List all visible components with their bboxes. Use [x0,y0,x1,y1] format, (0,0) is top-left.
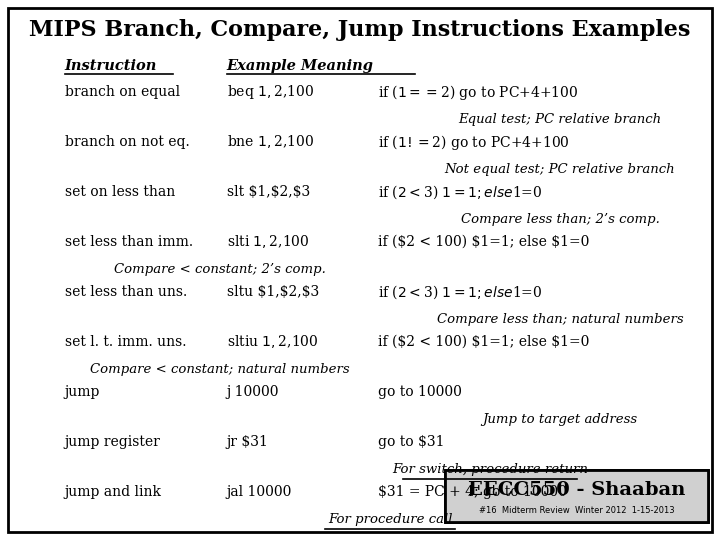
Text: Compare < constant; natural numbers: Compare < constant; natural numbers [90,363,350,376]
Text: For procedure call: For procedure call [328,514,452,526]
Text: EECC550 - Shaaban: EECC550 - Shaaban [468,481,685,499]
Text: Instruction: Instruction [65,59,157,73]
Text: jr $31: jr $31 [227,435,269,449]
Bar [445,470,708,522]
Text: go to 10000: go to 10000 [378,385,462,399]
Text: sltiu $1,$2,100: sltiu $1,$2,100 [227,334,318,350]
Text: if ($1!= $2) go to PC+4+100: if ($1!= $2) go to PC+4+100 [378,132,570,152]
Text: go to $31: go to $31 [378,435,444,449]
Text: jump and link: jump and link [65,485,162,499]
Text: Compare less than; natural numbers: Compare less than; natural numbers [437,314,683,327]
Text: set on less than: set on less than [65,185,175,199]
Text: branch on not eq.: branch on not eq. [65,135,189,149]
Text: For switch, procedure return: For switch, procedure return [392,463,588,476]
Text: jump: jump [65,385,100,399]
Bar [445,470,708,522]
Text: jump register: jump register [65,435,161,449]
Text: slt $1,$2,$3: slt $1,$2,$3 [227,185,310,199]
Text: if ($1 == $2) go to PC+4+100: if ($1 == $2) go to PC+4+100 [378,83,578,102]
Text: MIPS Branch, Compare, Jump Instructions Examples: MIPS Branch, Compare, Jump Instructions … [30,19,690,41]
Text: sltu $1,$2,$3: sltu $1,$2,$3 [227,285,319,299]
Text: Example Meaning: Example Meaning [227,59,374,73]
Text: $31 = PC + 4; go to 10000: $31 = PC + 4; go to 10000 [378,485,567,499]
Text: set l. t. imm. uns.: set l. t. imm. uns. [65,335,186,349]
Text: jal 10000: jal 10000 [227,485,292,499]
Text: if ($2 < $3) $1=1; else $1=0: if ($2 < $3) $1=1; else $1=0 [378,283,542,301]
Text: Compare < constant; 2’s comp.: Compare < constant; 2’s comp. [114,264,326,276]
Text: Equal test; PC relative branch: Equal test; PC relative branch [459,113,662,126]
Text: branch on equal: branch on equal [65,85,180,99]
Text: set less than imm.: set less than imm. [65,235,193,249]
Text: Jump to target address: Jump to target address [482,414,638,427]
Text: bne $1,$2,100: bne $1,$2,100 [227,133,314,151]
Text: beq $1,$2,100: beq $1,$2,100 [227,83,314,101]
Text: Compare less than; 2’s comp.: Compare less than; 2’s comp. [461,213,660,226]
Text: #16  Midterm Review  Winter 2012  1-15-2013: #16 Midterm Review Winter 2012 1-15-2013 [479,506,675,515]
Text: if ($2 < 100) $1=1; else $1=0: if ($2 < 100) $1=1; else $1=0 [378,335,590,349]
Bar [449,474,712,526]
Text: set less than uns.: set less than uns. [65,285,187,299]
Text: if ($2 < 100) $1=1; else $1=0: if ($2 < 100) $1=1; else $1=0 [378,235,590,249]
Text: j 10000: j 10000 [227,385,279,399]
Text: if ($2 < $3) $1=1; else $1=0: if ($2 < $3) $1=1; else $1=0 [378,183,542,201]
Text: slti $1,$2,100: slti $1,$2,100 [227,233,310,251]
Text: Not equal test; PC relative branch: Not equal test; PC relative branch [445,164,675,177]
